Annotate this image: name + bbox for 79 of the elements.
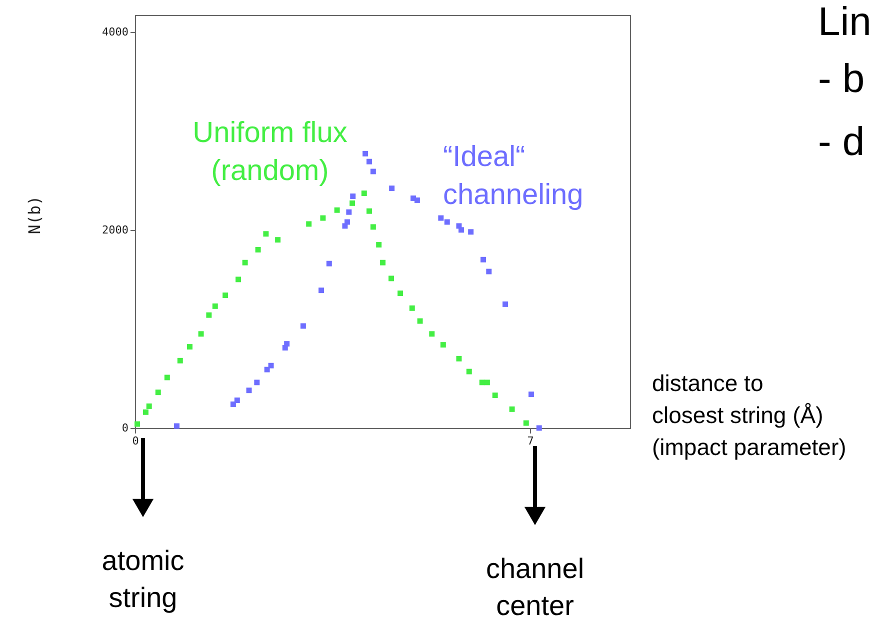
point bbox=[246, 388, 252, 394]
point bbox=[134, 421, 140, 427]
point bbox=[255, 246, 261, 252]
point bbox=[242, 260, 248, 266]
point bbox=[346, 209, 352, 215]
y-tick-label: 4000 bbox=[102, 25, 128, 38]
point bbox=[509, 406, 515, 412]
point bbox=[417, 318, 423, 324]
series-label: “Ideal“ channeling bbox=[443, 141, 584, 211]
point bbox=[275, 237, 281, 243]
point bbox=[456, 356, 462, 362]
point bbox=[334, 207, 340, 213]
point bbox=[254, 380, 260, 386]
point bbox=[480, 256, 486, 262]
point bbox=[146, 403, 152, 409]
point bbox=[398, 290, 404, 296]
point bbox=[230, 401, 236, 407]
point bbox=[528, 392, 534, 398]
point bbox=[155, 390, 161, 396]
point bbox=[388, 276, 394, 282]
point bbox=[174, 423, 180, 429]
text: Lin bbox=[818, 0, 872, 44]
text: - b bbox=[818, 57, 865, 101]
point bbox=[376, 242, 382, 248]
point bbox=[318, 288, 324, 294]
point bbox=[380, 260, 386, 266]
point bbox=[486, 268, 492, 274]
point bbox=[164, 374, 170, 380]
point bbox=[361, 190, 367, 196]
point bbox=[429, 331, 435, 337]
point bbox=[284, 341, 290, 347]
point bbox=[444, 219, 450, 225]
point bbox=[502, 301, 508, 307]
point bbox=[187, 344, 192, 350]
point bbox=[523, 420, 529, 426]
point bbox=[320, 215, 326, 221]
point bbox=[409, 305, 415, 311]
text: - d bbox=[818, 120, 865, 164]
point bbox=[234, 398, 240, 404]
text: channel center bbox=[486, 553, 584, 621]
point bbox=[142, 409, 148, 415]
point bbox=[206, 312, 212, 318]
point bbox=[344, 219, 350, 225]
point bbox=[466, 368, 472, 374]
text: atomic string bbox=[102, 545, 184, 613]
point bbox=[479, 380, 485, 386]
point bbox=[236, 276, 242, 282]
point bbox=[306, 221, 312, 227]
point bbox=[438, 215, 444, 221]
point bbox=[414, 197, 420, 203]
y-tick-label: 2000 bbox=[102, 223, 128, 236]
point bbox=[536, 425, 542, 431]
point bbox=[268, 362, 274, 368]
point bbox=[350, 194, 356, 199]
point bbox=[492, 392, 498, 398]
point bbox=[263, 231, 269, 237]
point bbox=[458, 227, 464, 233]
point bbox=[222, 292, 228, 298]
point bbox=[440, 342, 446, 348]
point bbox=[212, 303, 218, 309]
point bbox=[177, 358, 183, 364]
point bbox=[366, 208, 372, 214]
series-label: Uniform flux (random) bbox=[192, 117, 348, 187]
y-axis-title: N(b) bbox=[25, 196, 44, 234]
point bbox=[468, 229, 474, 235]
x-axis-title: distance to closest string (Å) (impact parameter) bbox=[652, 370, 846, 460]
y-tick-label: 0 bbox=[122, 422, 128, 434]
point bbox=[389, 186, 395, 192]
point bbox=[362, 150, 368, 156]
point bbox=[264, 366, 270, 372]
point bbox=[370, 224, 376, 230]
point bbox=[198, 331, 204, 337]
point bbox=[484, 380, 490, 386]
point bbox=[326, 260, 332, 266]
point bbox=[350, 200, 356, 206]
point bbox=[370, 168, 376, 174]
x-tick-label: 7 bbox=[527, 434, 534, 448]
point bbox=[366, 158, 372, 164]
point bbox=[300, 323, 306, 329]
